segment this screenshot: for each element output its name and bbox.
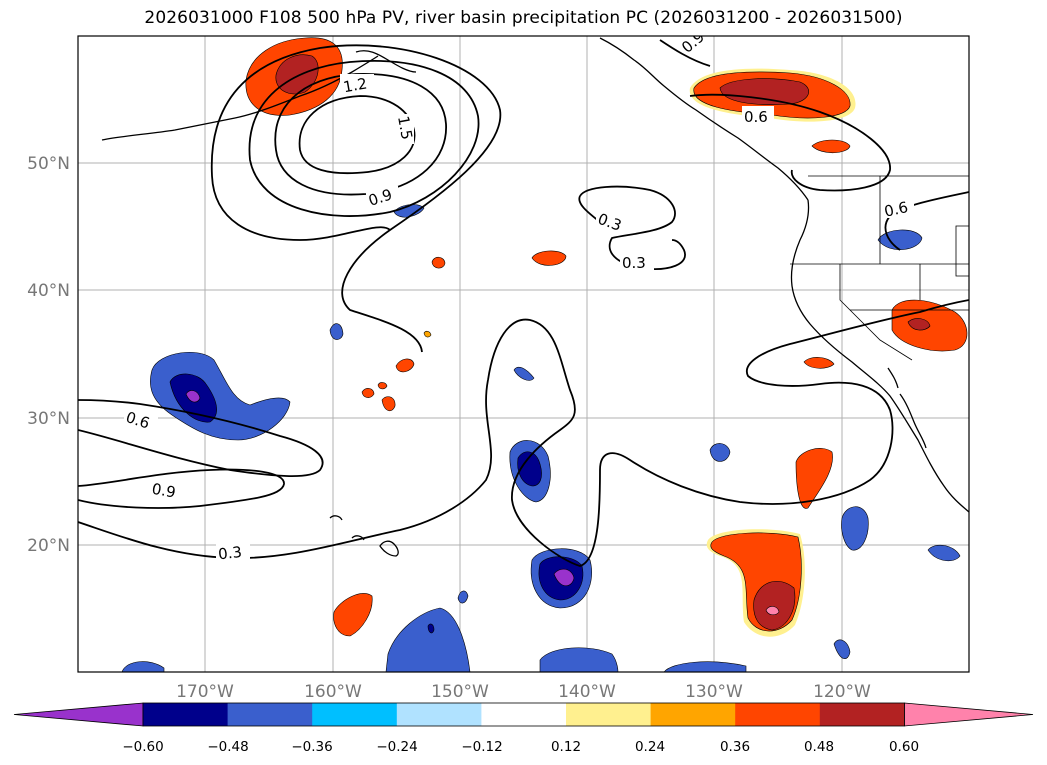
colorbar-segment xyxy=(396,703,482,726)
colorbar-segment xyxy=(227,703,313,726)
political-boundaries xyxy=(790,175,969,361)
lat-tick-label: 50°N xyxy=(27,154,70,174)
map-frame xyxy=(77,35,970,673)
colorbar-tick-label: 0.36 xyxy=(720,739,750,755)
contour-label: 0.6 xyxy=(883,198,910,221)
contour-label: 1.2 xyxy=(342,74,369,96)
latitude-labels: 20°N 30°N 40°N 50°N xyxy=(27,154,70,556)
colorbar-segment xyxy=(143,703,229,726)
colorbar-extend-low xyxy=(13,702,144,727)
colorbar-frame xyxy=(142,702,905,727)
colorbar-tick-label: −0.12 xyxy=(461,739,502,755)
pv-contour-0p3-mid xyxy=(579,185,686,270)
lon-tick-label: 160°W xyxy=(304,682,362,702)
lon-tick-label: 140°W xyxy=(558,682,616,702)
lon-tick-label: 170°W xyxy=(176,682,234,702)
pv-contour-labels: 1.2 1.5 0.9 0.6 0.9 0.3 0.3 0.6 0.9 0.3 … xyxy=(124,36,914,563)
colorbar-tick-label: −0.24 xyxy=(376,739,417,755)
colorbar-labels: −0.60 −0.48 −0.36 −0.24 −0.12 0.12 0.24 … xyxy=(122,739,919,755)
lon-tick-label: 120°W xyxy=(813,682,871,702)
lat-tick-label: 30°N xyxy=(27,409,70,429)
colorbar-segment xyxy=(735,703,821,726)
colorbar-tick-label: 0.24 xyxy=(635,739,665,755)
pv-contour-0p6-north xyxy=(210,44,502,353)
lon-tick-label: 150°W xyxy=(431,682,489,702)
colorbar-tick-label: −0.60 xyxy=(122,739,163,755)
colorbar-tick-label: −0.36 xyxy=(291,739,332,755)
map-title: 2026031000 F108 500 hPa PV, river basin … xyxy=(144,8,903,28)
map-area xyxy=(78,36,969,672)
pv-contour-0p6-south xyxy=(78,399,324,477)
contour-label: 1.5 xyxy=(394,114,416,141)
colorbar-segment xyxy=(566,703,652,726)
colorbar-tick-label: 0.60 xyxy=(889,739,919,755)
pv-contour-0p3-south xyxy=(78,299,969,567)
colorbar-tick-label: 0.12 xyxy=(551,739,581,755)
contour-label: 0.6 xyxy=(744,108,768,126)
pv-contour-1p2 xyxy=(274,73,447,196)
colorbar-segment xyxy=(819,703,905,726)
lat-tick-label: 20°N xyxy=(27,536,70,556)
colorbar-segment xyxy=(650,703,736,726)
colorbar-tick-label: 0.48 xyxy=(804,739,834,755)
contour-label: 0.9 xyxy=(150,480,177,502)
pv-contours xyxy=(78,39,969,567)
pv-contour-0p9-north xyxy=(248,60,480,217)
colorbar-segment xyxy=(481,703,567,726)
colorbar-extend-high xyxy=(904,702,1034,727)
colorbar-tick-label: −0.48 xyxy=(207,739,248,755)
pv-contour-0p6-east xyxy=(689,93,891,192)
longitude-labels: 170°W 160°W 150°W 140°W 130°W 120°W xyxy=(176,682,871,702)
contour-label: 0.3 xyxy=(217,543,243,563)
contour-label: 0.3 xyxy=(622,254,646,272)
pv-contour-0p9-south xyxy=(78,468,285,509)
precip-shading-negative xyxy=(121,204,961,672)
colorbar xyxy=(13,702,1034,727)
colorbar-segment xyxy=(312,703,398,726)
lon-tick-label: 130°W xyxy=(685,682,743,702)
lat-tick-label: 40°N xyxy=(27,281,70,301)
